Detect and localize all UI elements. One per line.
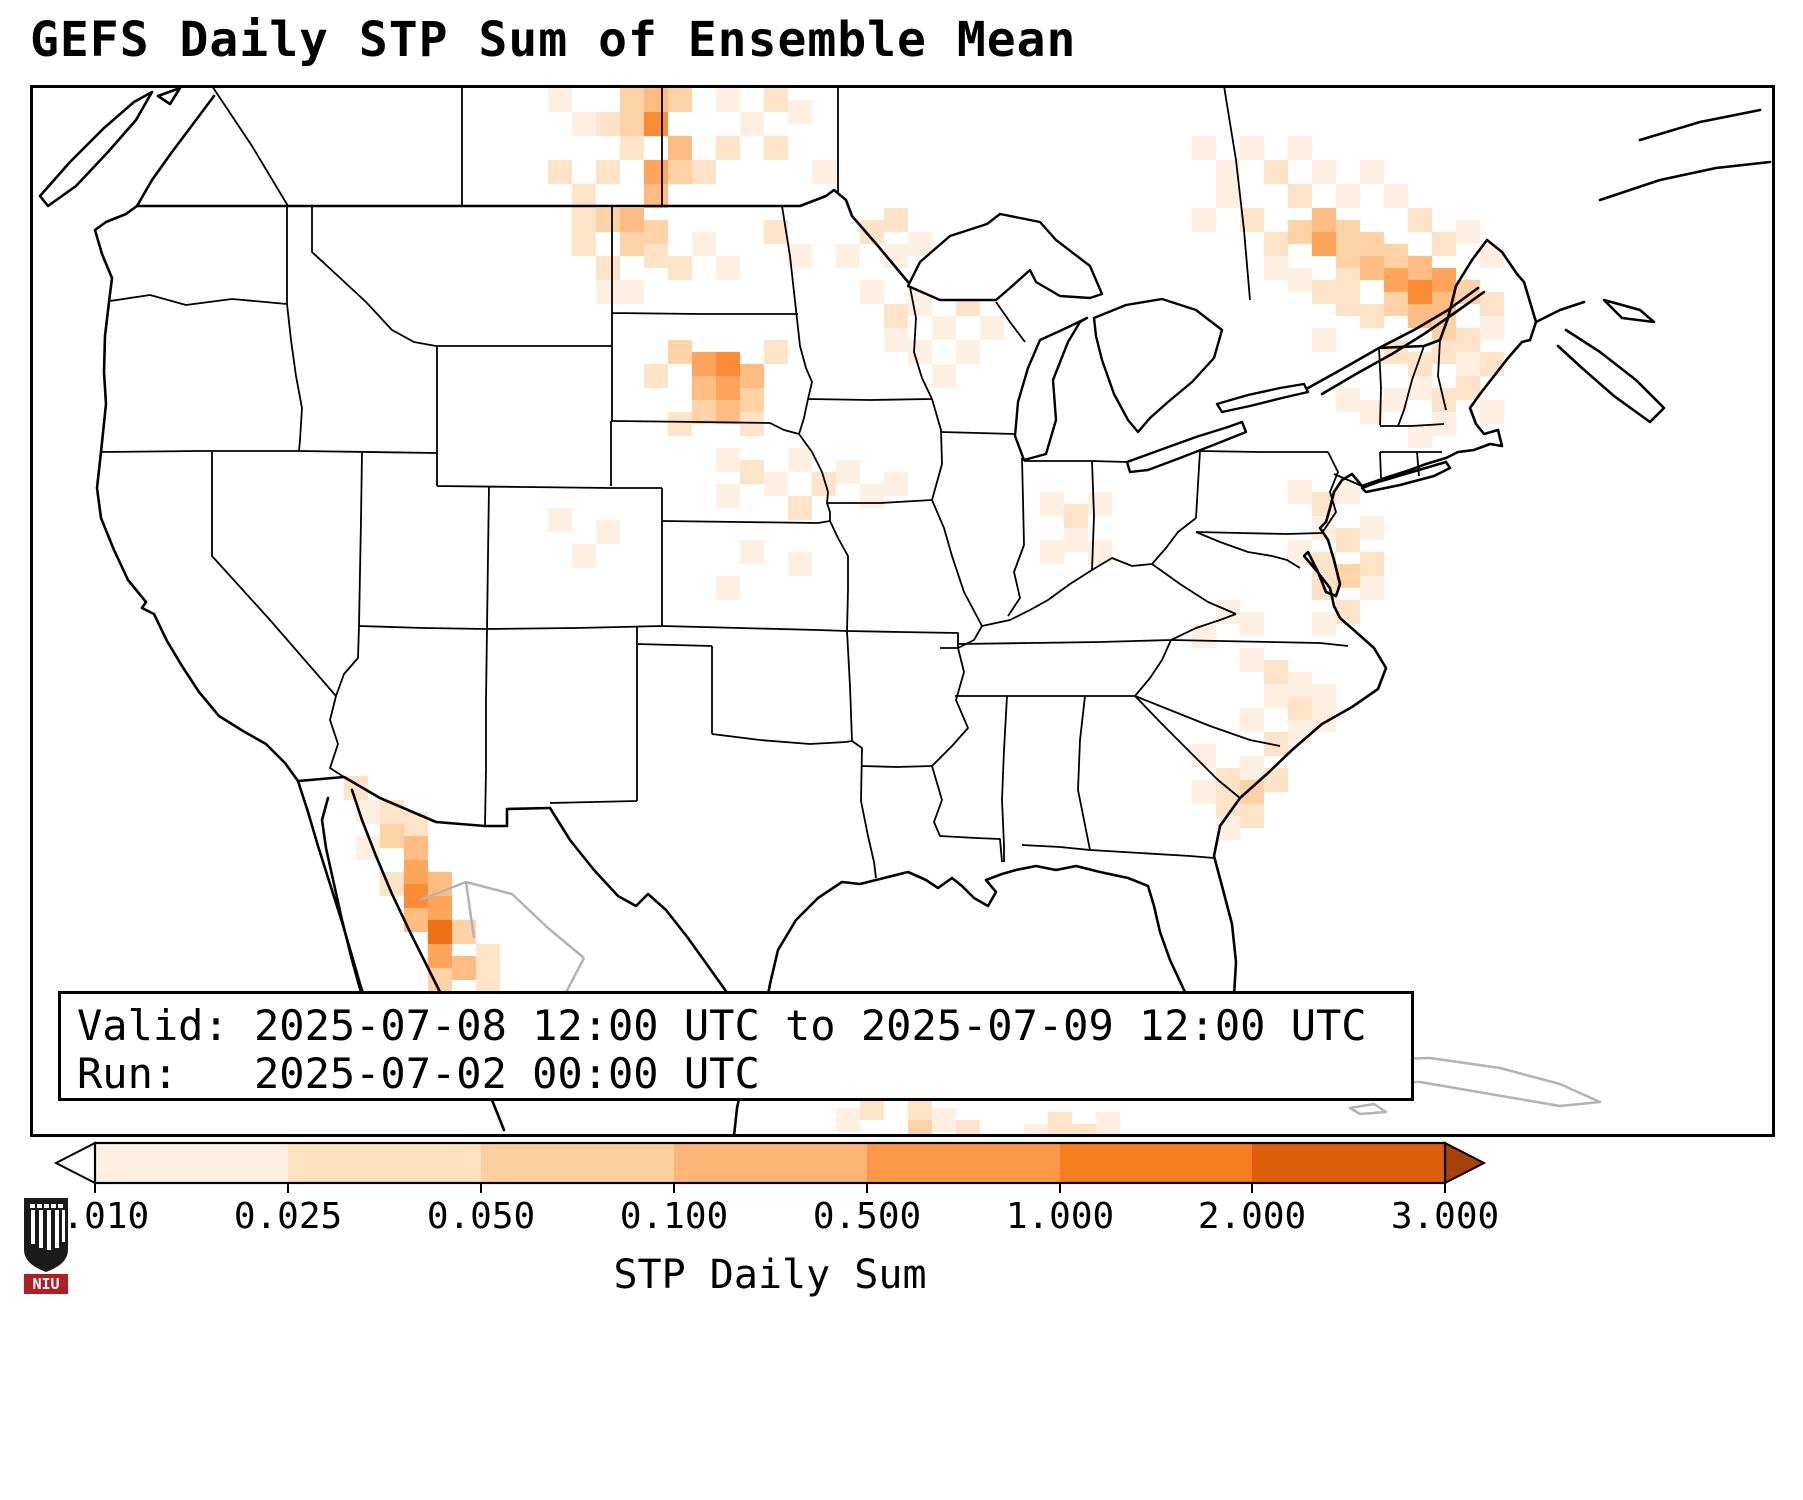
heatmap-cells	[344, 88, 1504, 1137]
colorbar-title: STP Daily Sum	[613, 1252, 927, 1298]
northeast-coast	[1360, 338, 1532, 488]
colorbar-over-arrow	[1444, 1141, 1487, 1185]
niu-banner	[24, 1274, 68, 1294]
new-brunswick-coast	[1534, 298, 1666, 424]
tick-label-2: 0.050	[426, 1196, 536, 1237]
lake-michigan	[1013, 316, 1089, 462]
tick-label-1: 0.025	[233, 1196, 343, 1237]
niu-shield	[24, 1198, 68, 1272]
page-title: GEFS Daily STP Sum of Ensemble Mean	[30, 12, 1077, 68]
lake-ontario	[1215, 382, 1310, 414]
colorbar	[53, 1141, 1487, 1193]
niu-logo: NIU	[24, 1198, 68, 1294]
map-frame	[30, 85, 1775, 1137]
tick-label-7: 3.000	[1390, 1196, 1500, 1237]
colorbar-segment	[95, 1143, 288, 1183]
vancouver-island	[38, 86, 182, 208]
pacific-coast	[93, 204, 300, 783]
lake-huron	[1092, 297, 1224, 434]
colorbar-segment	[288, 1143, 481, 1183]
colorbar-segment	[1060, 1143, 1252, 1183]
mexico-state-lines	[419, 880, 586, 1001]
colorbar-segment	[481, 1143, 674, 1183]
st-lawrence-river	[1320, 286, 1486, 396]
tick-label-3: 0.100	[619, 1196, 729, 1237]
state-borders	[100, 85, 1447, 879]
atlantic-coast	[1212, 472, 1388, 1030]
run-text: Run: 2025-07-02 00:00 UTC	[77, 1049, 760, 1098]
forecast-map	[30, 85, 1775, 1137]
canada-border	[135, 188, 910, 284]
niu-text: NIU	[32, 1275, 59, 1293]
castle-icon	[30, 1204, 65, 1250]
lake-erie	[1125, 420, 1248, 474]
long-island	[1360, 460, 1452, 494]
colorbar-outline	[93, 1141, 1447, 1185]
lake-superior	[906, 212, 1104, 302]
valid-run-box: Valid: 2025-07-08 12:00 UTC to 2025-07-0…	[58, 991, 1414, 1101]
colorbar-segment	[1252, 1143, 1445, 1183]
tick-label-6: 2.000	[1197, 1196, 1307, 1237]
great-lakes	[906, 212, 1310, 474]
colorbar-ticks	[94, 1183, 1446, 1193]
rio-grande	[548, 806, 766, 1018]
gulf-st-lawrence-shores	[1598, 108, 1772, 202]
colorbar-segment	[674, 1143, 867, 1183]
tick-label-5: 1.000	[1005, 1196, 1115, 1237]
valid-text: Valid: 2025-07-08 12:00 UTC to 2025-07-0…	[77, 1001, 1367, 1050]
colorbar-segment	[867, 1143, 1060, 1183]
colorbar-under-arrow	[53, 1141, 96, 1185]
tick-label-4: 0.500	[812, 1196, 922, 1237]
bc-coast	[135, 94, 216, 208]
mexico-border	[296, 775, 552, 828]
gulf-coast	[762, 864, 1228, 1034]
maine-canada-border	[1306, 238, 1538, 390]
